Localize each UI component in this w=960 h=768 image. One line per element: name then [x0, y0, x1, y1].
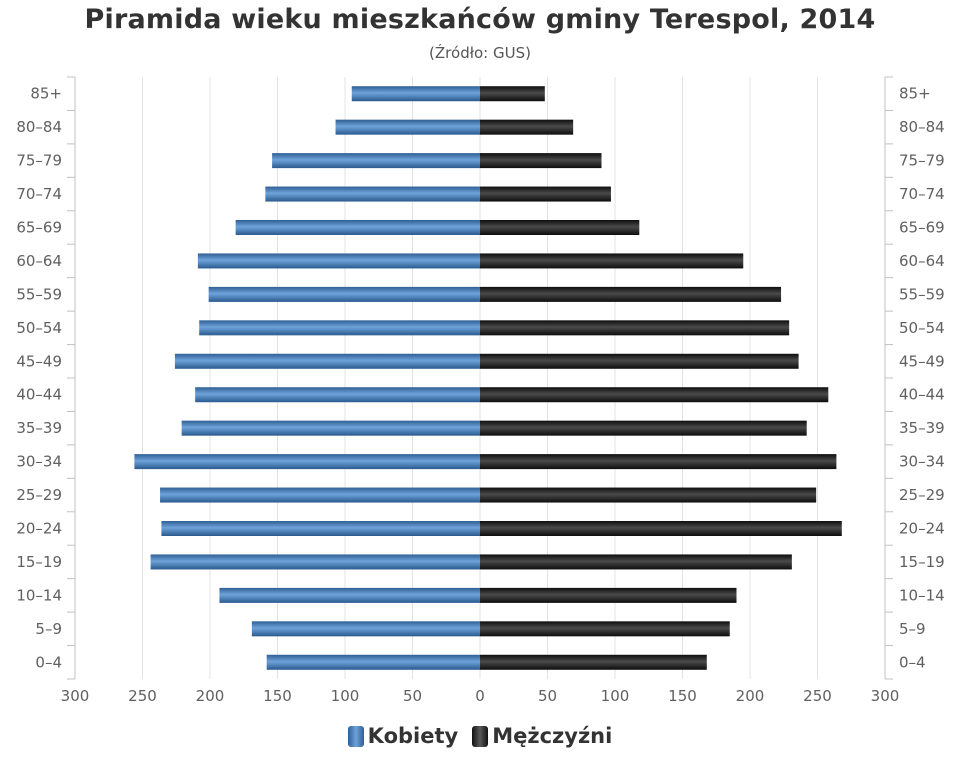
- bar-kobiety[interactable]: [266, 654, 480, 670]
- category-label-left: 50–54: [16, 319, 62, 337]
- bar-mezczyzni[interactable]: [480, 587, 737, 603]
- bar-kobiety[interactable]: [235, 220, 480, 235]
- x-tick-label: 200: [736, 687, 765, 705]
- bar-mezczyzni[interactable]: [480, 487, 817, 503]
- category-label-right: 25–29: [899, 486, 945, 504]
- bar-kobiety[interactable]: [197, 253, 480, 269]
- bar-mezczyzni[interactable]: [480, 186, 611, 202]
- legend-item-kobiety[interactable]: Kobiety: [347, 724, 459, 748]
- category-label-left: 55–59: [16, 285, 62, 303]
- bar-kobiety[interactable]: [134, 454, 480, 470]
- category-label-right: 0–4: [899, 653, 926, 671]
- bar-kobiety[interactable]: [272, 153, 480, 169]
- x-tick-label: 300: [61, 687, 90, 705]
- bar-mezczyzni[interactable]: [480, 153, 602, 169]
- x-tick-label: 50: [538, 687, 557, 705]
- category-label-right: 10–14: [899, 586, 945, 604]
- category-label-left: 0–4: [35, 653, 62, 671]
- legend-swatch-mezczyzni: [472, 725, 489, 747]
- bar-kobiety[interactable]: [199, 320, 480, 336]
- x-tick-label: 150: [263, 687, 292, 705]
- bar-mezczyzni[interactable]: [480, 86, 545, 102]
- bar-mezczyzni[interactable]: [480, 320, 790, 336]
- x-tick-label: 250: [128, 687, 157, 705]
- axis-labels: 300 250 200 150 100 50 0 50 100 150 200 250 300 85+ 85…: [16, 85, 944, 705]
- category-label-right: 35–39: [899, 419, 945, 437]
- category-label-left: 15–19: [16, 553, 62, 571]
- x-tick-label: 150: [668, 687, 697, 705]
- category-label-left: 60–64: [16, 252, 62, 270]
- category-label-left: 40–44: [16, 386, 62, 404]
- bar-kobiety[interactable]: [208, 286, 480, 302]
- category-label-right: 70–74: [899, 185, 945, 203]
- bar-mezczyzni[interactable]: [480, 220, 640, 235]
- category-label-right: 45–49: [899, 352, 945, 370]
- bar-mezczyzni[interactable]: [480, 554, 792, 570]
- bar-mezczyzni[interactable]: [480, 253, 744, 269]
- bar-kobiety[interactable]: [160, 487, 481, 503]
- bar-mezczyzni[interactable]: [480, 387, 829, 403]
- category-label-right: 20–24: [899, 520, 945, 538]
- axes: [67, 76, 893, 680]
- x-tick-label: 100: [331, 687, 360, 705]
- category-label-left: 30–34: [16, 453, 62, 471]
- bar-mezczyzni[interactable]: [480, 420, 807, 436]
- x-tick-label: 0: [475, 687, 485, 705]
- category-label-right: 65–69: [899, 219, 945, 237]
- bar-mezczyzni[interactable]: [480, 353, 799, 369]
- x-tick-label: 200: [196, 687, 225, 705]
- category-label-right: 30–34: [899, 453, 945, 471]
- category-label-right: 85+: [899, 85, 931, 103]
- bar-kobiety[interactable]: [265, 186, 480, 202]
- bar-mezczyzni[interactable]: [480, 454, 837, 470]
- legend-label-kobiety: Kobiety: [367, 724, 459, 748]
- bar-mezczyzni[interactable]: [480, 286, 782, 302]
- category-label-left: 75–79: [16, 152, 62, 170]
- population-pyramid-chart: 300 250 200 150 100 50 0 50 100 150 200 250 300 85+ 85…: [16, 76, 945, 705]
- category-label-right: 60–64: [899, 252, 945, 270]
- bars: [134, 86, 842, 670]
- x-tick-label: 250: [803, 687, 832, 705]
- x-tick-label: 300: [871, 687, 900, 705]
- category-label-left: 5–9: [35, 620, 62, 638]
- category-label-left: 35–39: [16, 419, 62, 437]
- bar-kobiety[interactable]: [351, 86, 480, 102]
- category-label-right: 40–44: [899, 386, 945, 404]
- x-tick-label: 100: [601, 687, 630, 705]
- bar-mezczyzni[interactable]: [480, 521, 842, 536]
- category-label-left: 65–69: [16, 219, 62, 237]
- bar-mezczyzni[interactable]: [480, 119, 574, 135]
- category-label-left: 80–84: [16, 118, 62, 136]
- category-label-left: 20–24: [16, 520, 62, 538]
- bar-kobiety[interactable]: [174, 353, 480, 369]
- category-label-right: 5–9: [899, 620, 926, 638]
- bar-kobiety[interactable]: [335, 119, 480, 135]
- bar-kobiety[interactable]: [161, 521, 480, 536]
- category-label-right: 55–59: [899, 285, 945, 303]
- category-label-right: 15–19: [899, 553, 945, 571]
- category-label-left: 45–49: [16, 352, 62, 370]
- bar-kobiety[interactable]: [181, 420, 480, 436]
- x-tick-label: 50: [403, 687, 422, 705]
- category-label-right: 80–84: [899, 118, 945, 136]
- bar-kobiety[interactable]: [251, 621, 480, 637]
- category-label-left: 10–14: [16, 586, 62, 604]
- bar-mezczyzni[interactable]: [480, 621, 730, 637]
- chart-subtitle: (Źródło: GUS): [429, 44, 531, 62]
- legend-swatch-kobiety: [347, 725, 364, 747]
- bar-kobiety[interactable]: [219, 587, 480, 603]
- category-label-left: 85+: [30, 85, 62, 103]
- category-label-right: 50–54: [899, 319, 945, 337]
- legend-label-mezczyzni: Mężczyźni: [492, 724, 613, 748]
- bar-mezczyzni[interactable]: [480, 654, 707, 670]
- bar-kobiety[interactable]: [195, 387, 480, 403]
- legend: Kobiety Mężczyźni: [0, 721, 960, 751]
- category-label-left: 25–29: [16, 486, 62, 504]
- category-label-left: 70–74: [16, 185, 62, 203]
- chart-title: Piramida wieku mieszkańców gminy Terespo…: [84, 4, 876, 35]
- legend-item-mezczyzni[interactable]: Mężczyźni: [472, 724, 612, 748]
- category-label-right: 75–79: [899, 152, 945, 170]
- bar-kobiety[interactable]: [150, 554, 480, 570]
